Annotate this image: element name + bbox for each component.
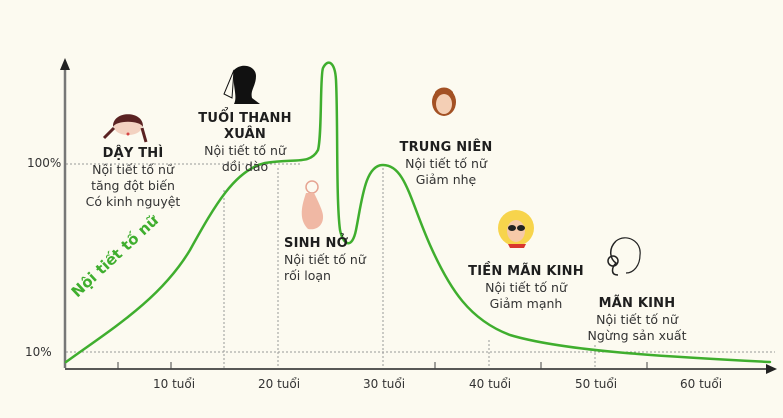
stage-title: TUỔI THANH XUÂN — [198, 111, 292, 142]
y-axis-arrow-icon — [60, 58, 70, 70]
stage-line: Ngừng sản xuất — [587, 328, 687, 343]
stage-title: MÃN KINH — [598, 296, 676, 311]
stage-line: Nội tiết tố nữ — [596, 312, 678, 327]
stage-youth: TUỔI THANH XUÂN Nội tiết tố nữ dồi dào — [175, 111, 315, 175]
stage-line: Giảm mạnh — [489, 296, 563, 311]
stage-line: rối loạn — [284, 268, 331, 283]
x-tick-50: 50 tuổi — [575, 377, 618, 391]
stage-line: tăng đột biến — [91, 178, 175, 193]
hormone-curve — [64, 61, 772, 364]
x-tick-30: 30 tuổi — [363, 377, 406, 391]
older-woman-sketch-icon — [607, 237, 641, 276]
stage-birth: SINH NỞ Nội tiết tố nữ rối loạn — [284, 236, 366, 284]
x-tick-20: 20 tuổi — [258, 377, 301, 391]
stage-line: Có kinh nguyệt — [85, 194, 181, 209]
stage-title: SINH NỞ — [284, 236, 349, 251]
stage-middle: TRUNG NIÊN Nội tiết tố nữ Giảm nhẹ — [396, 140, 496, 188]
y-tick-10: 10% — [25, 345, 52, 359]
stage-title: DẬY THÌ — [102, 146, 164, 161]
stage-line: Nội tiết tố nữ — [204, 143, 286, 158]
bride-silhouette-icon — [223, 65, 260, 105]
stage-title: TIỀN MÃN KINH — [468, 264, 584, 279]
stage-line: Nội tiết tố nữ — [405, 156, 487, 171]
x-tick-40: 40 tuổi — [469, 377, 512, 391]
stage-line: Giảm nhẹ — [415, 172, 477, 187]
stage-line: Nội tiết tố nữ — [485, 280, 567, 295]
stage-puberty: DẬY THÌ Nội tiết tố nữ tăng đột biến Có … — [78, 146, 188, 210]
stage-line: Nội tiết tố nữ — [284, 252, 366, 267]
stage-title: TRUNG NIÊN — [399, 140, 493, 155]
girl-braids-icon — [102, 114, 148, 143]
x-tick-60: 60 tuổi — [680, 377, 723, 391]
x-axis-arrow-icon — [766, 364, 777, 374]
stage-menopause: MÃN KINH Nội tiết tố nữ Ngừng sản xuất — [582, 296, 692, 344]
x-ticks — [117, 362, 648, 369]
woman-sunglasses-icon — [498, 210, 534, 248]
stage-line: Nội tiết tố nữ — [92, 162, 174, 177]
pregnant-woman-icon — [301, 180, 324, 230]
y-tick-100: 100% — [27, 156, 62, 170]
middle-aged-woman-icon — [432, 87, 456, 116]
stage-premenopause: TIỀN MÃN KINH Nội tiết tố nữ Giảm mạnh — [466, 264, 586, 312]
x-tick-10: 10 tuổi — [153, 377, 196, 391]
stage-line: dồi dào — [221, 159, 269, 174]
